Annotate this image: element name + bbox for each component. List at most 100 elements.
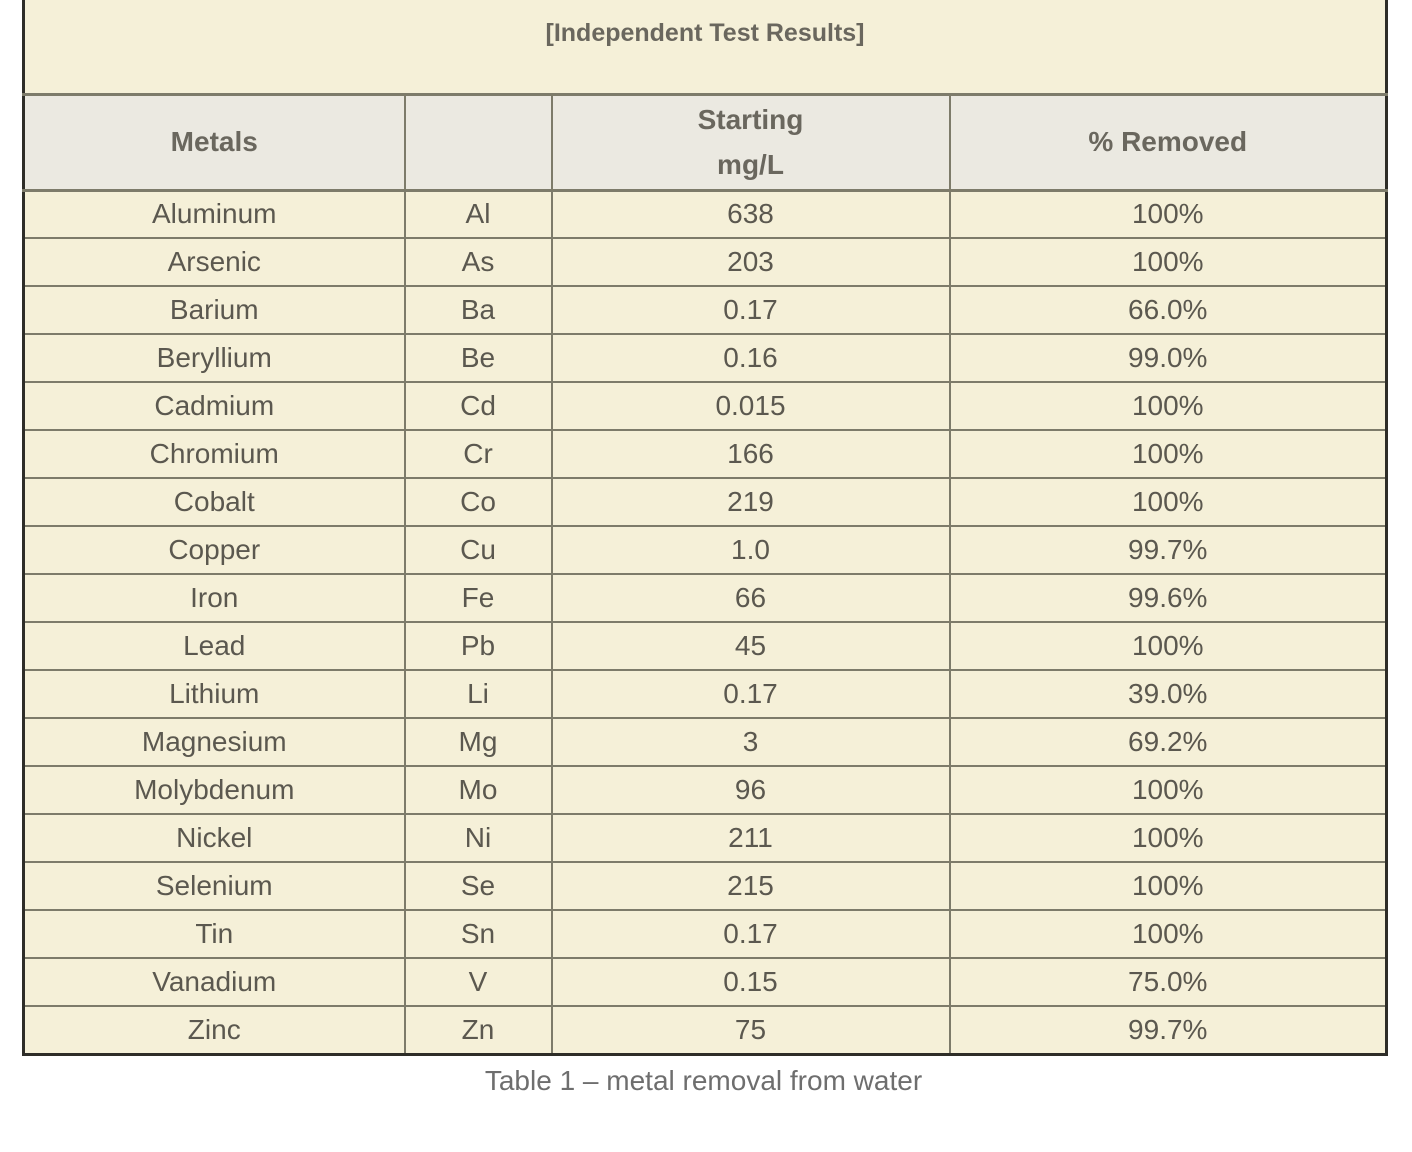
cell-metal: Iron bbox=[22, 573, 406, 623]
cell-metal: Nickel bbox=[22, 813, 406, 863]
table-row: Beryllium Be 0.16 99.0% bbox=[22, 333, 1388, 383]
cell-symbol: Ni bbox=[403, 813, 553, 863]
cell-removed: 100% bbox=[948, 909, 1388, 959]
table-row: Barium Ba 0.17 66.0% bbox=[22, 285, 1388, 335]
cell-starting: 96 bbox=[550, 765, 951, 815]
col-header-starting-line1: Starting bbox=[697, 104, 804, 135]
cell-starting: 0.015 bbox=[550, 381, 951, 431]
cell-symbol: Cu bbox=[403, 525, 553, 575]
cell-metal: Tin bbox=[22, 909, 406, 959]
cell-starting: 0.16 bbox=[550, 333, 951, 383]
cell-symbol: Be bbox=[403, 333, 553, 383]
cell-metal: Chromium bbox=[22, 429, 406, 479]
cell-removed: 100% bbox=[948, 861, 1388, 911]
cell-starting: 166 bbox=[550, 429, 951, 479]
table-caption: Table 1 – metal removal from water bbox=[484, 1064, 923, 1096]
cell-removed: 100% bbox=[948, 813, 1388, 863]
cell-metal: Aluminum bbox=[22, 189, 406, 239]
table-row: Iron Fe 66 99.6% bbox=[22, 573, 1388, 623]
table-row: Copper Cu 1.0 99.7% bbox=[22, 525, 1388, 575]
cell-starting: 211 bbox=[550, 813, 951, 863]
cell-starting: 219 bbox=[550, 477, 951, 527]
cell-metal: Copper bbox=[22, 525, 406, 575]
table-row: Chromium Cr 166 100% bbox=[22, 429, 1388, 479]
cell-removed: 99.7% bbox=[948, 525, 1388, 575]
cell-symbol: Se bbox=[403, 861, 553, 911]
cell-metal: Cadmium bbox=[22, 381, 406, 431]
table-row: Aluminum Al 638 100% bbox=[22, 189, 1388, 239]
cell-starting: 638 bbox=[550, 189, 951, 239]
cell-symbol: Co bbox=[403, 477, 553, 527]
col-header-metals: Metals bbox=[22, 93, 406, 192]
cell-metal: Barium bbox=[22, 285, 406, 335]
table-row: Selenium Se 215 100% bbox=[22, 861, 1388, 911]
cell-removed: 100% bbox=[948, 381, 1388, 431]
cell-symbol: Fe bbox=[403, 573, 553, 623]
cell-symbol: Mo bbox=[403, 765, 553, 815]
table-row: Cobalt Co 219 100% bbox=[22, 477, 1388, 527]
table-row: Molybdenum Mo 96 100% bbox=[22, 765, 1388, 815]
table-row: Magnesium Mg 3 69.2% bbox=[22, 717, 1388, 767]
cell-removed: 99.6% bbox=[948, 573, 1388, 623]
table-row: Nickel Ni 211 100% bbox=[22, 813, 1388, 863]
title-row: [Independent Test Results] bbox=[22, 0, 1388, 96]
cell-symbol: Al bbox=[403, 189, 553, 239]
cell-removed: 66.0% bbox=[948, 285, 1388, 335]
cell-starting: 0.17 bbox=[550, 669, 951, 719]
cell-symbol: Cr bbox=[403, 429, 553, 479]
col-header-removed: % Removed bbox=[948, 93, 1388, 192]
table-row: Tin Sn 0.17 100% bbox=[22, 909, 1388, 959]
cell-starting: 45 bbox=[550, 621, 951, 671]
cell-starting: 75 bbox=[550, 1005, 951, 1055]
cell-metal: Selenium bbox=[22, 861, 406, 911]
cell-removed: 100% bbox=[948, 765, 1388, 815]
table-body: Aluminum Al 638 100% Arsenic As 203 100%… bbox=[22, 189, 1388, 1055]
cell-removed: 75.0% bbox=[948, 957, 1388, 1007]
cell-metal: Magnesium bbox=[22, 717, 406, 767]
table-row: Lead Pb 45 100% bbox=[22, 621, 1388, 671]
table-row: Arsenic As 203 100% bbox=[22, 237, 1388, 287]
col-header-starting-line2: mg/L bbox=[717, 149, 784, 180]
cell-removed: 100% bbox=[948, 189, 1388, 239]
cell-symbol: Li bbox=[403, 669, 553, 719]
cell-metal: Vanadium bbox=[22, 957, 406, 1007]
cell-starting: 0.17 bbox=[550, 909, 951, 959]
cell-removed: 99.0% bbox=[948, 333, 1388, 383]
cell-metal: Cobalt bbox=[22, 477, 406, 527]
cell-symbol: Pb bbox=[403, 621, 553, 671]
header-row: Metals Starting mg/L % Removed bbox=[22, 93, 1388, 192]
table-row: Vanadium V 0.15 75.0% bbox=[22, 957, 1388, 1007]
cell-starting: 3 bbox=[550, 717, 951, 767]
cell-metal: Lead bbox=[22, 621, 406, 671]
col-header-symbol bbox=[403, 93, 553, 192]
cell-removed: 99.7% bbox=[948, 1005, 1388, 1055]
table-row: Lithium Li 0.17 39.0% bbox=[22, 669, 1388, 719]
cell-symbol: Mg bbox=[403, 717, 553, 767]
cell-symbol: V bbox=[403, 957, 553, 1007]
cell-metal: Molybdenum bbox=[22, 765, 406, 815]
cell-removed: 100% bbox=[948, 429, 1388, 479]
cell-starting: 0.15 bbox=[550, 957, 951, 1007]
cell-symbol: Cd bbox=[403, 381, 553, 431]
table-row: Cadmium Cd 0.015 100% bbox=[22, 381, 1388, 431]
cell-removed: 100% bbox=[948, 621, 1388, 671]
cell-removed: 39.0% bbox=[948, 669, 1388, 719]
cell-starting: 0.17 bbox=[550, 285, 951, 335]
test-results-table: [Independent Test Results] Metals Starti… bbox=[22, 0, 1389, 1056]
table-row: Zinc Zn 75 99.7% bbox=[22, 1005, 1388, 1055]
col-header-starting: Starting mg/L bbox=[550, 93, 951, 192]
cell-metal: Lithium bbox=[22, 669, 406, 719]
table-title: [Independent Test Results] bbox=[22, 0, 1388, 96]
cell-metal: Arsenic bbox=[22, 237, 406, 287]
cell-removed: 100% bbox=[948, 237, 1388, 287]
cell-metal: Zinc bbox=[22, 1005, 406, 1055]
cell-removed: 100% bbox=[948, 477, 1388, 527]
cell-symbol: As bbox=[403, 237, 553, 287]
cell-removed: 69.2% bbox=[948, 717, 1388, 767]
cell-symbol: Ba bbox=[403, 285, 553, 335]
cell-starting: 66 bbox=[550, 573, 951, 623]
cell-symbol: Sn bbox=[403, 909, 553, 959]
cell-starting: 1.0 bbox=[550, 525, 951, 575]
cell-starting: 215 bbox=[550, 861, 951, 911]
cell-starting: 203 bbox=[550, 237, 951, 287]
